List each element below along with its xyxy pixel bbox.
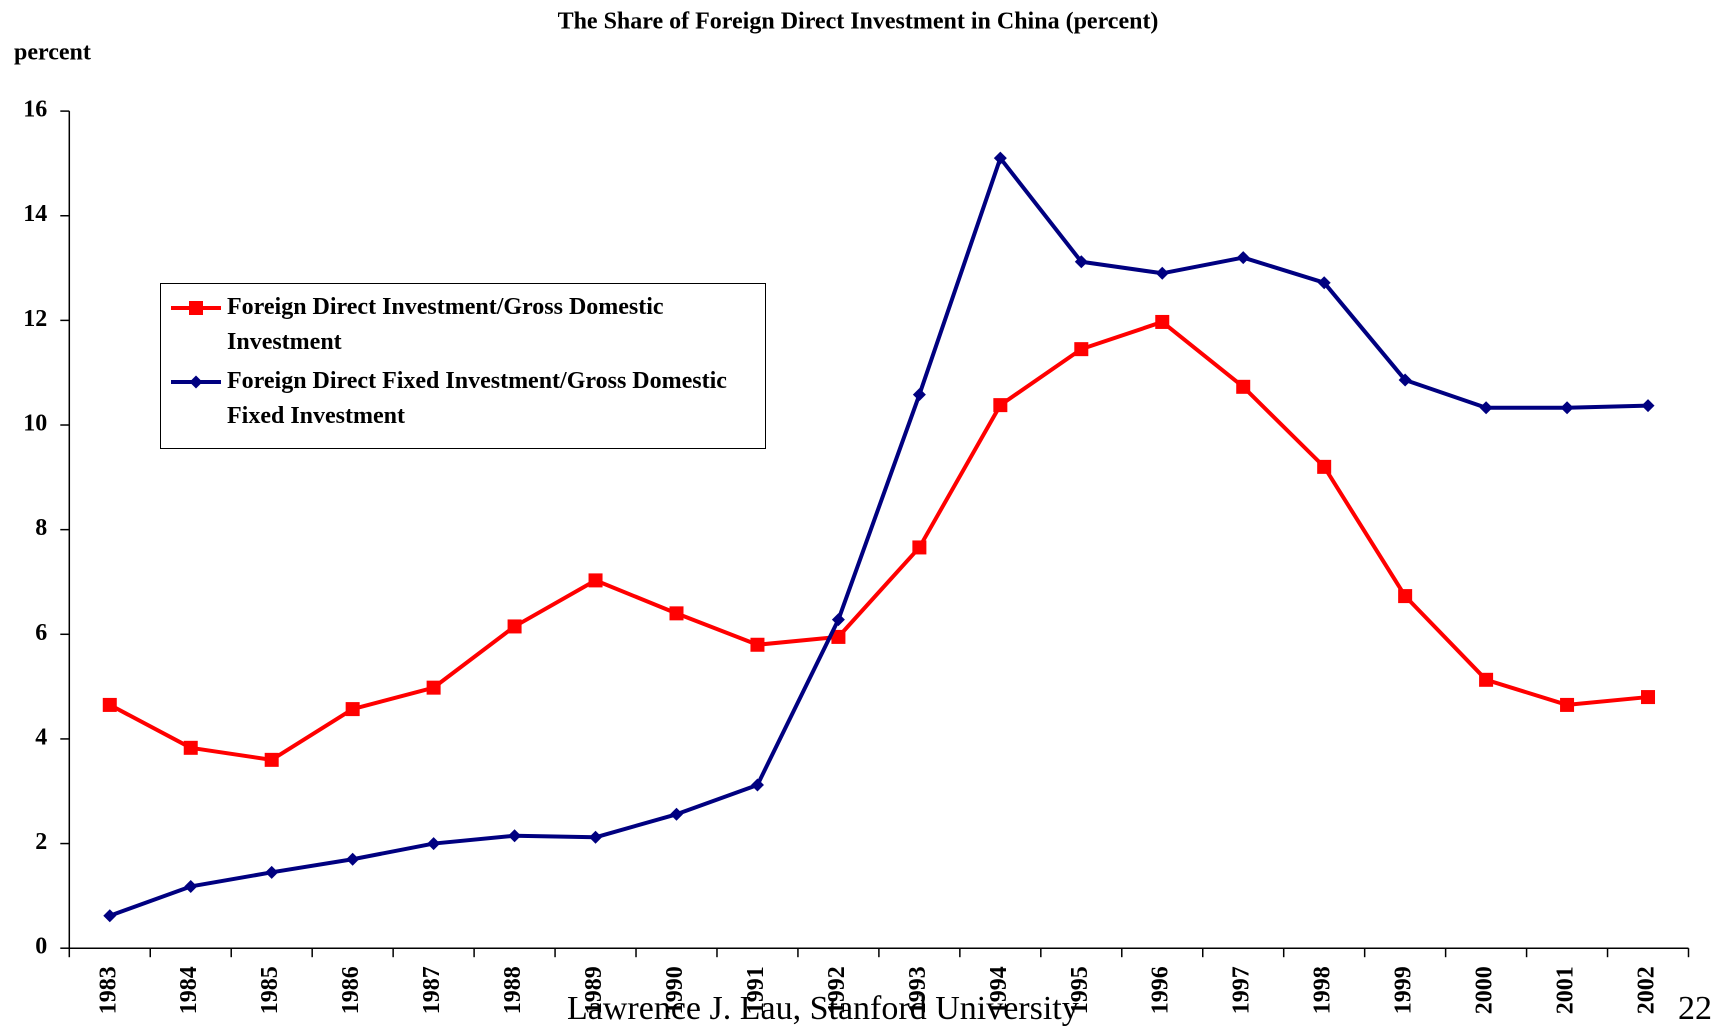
marker bbox=[1560, 401, 1574, 415]
x-tick-label: 2000 bbox=[1472, 966, 1498, 1014]
x-tick-label: 1999 bbox=[1391, 966, 1417, 1014]
marker bbox=[912, 388, 926, 402]
marker bbox=[1479, 672, 1494, 687]
marker bbox=[189, 301, 203, 315]
marker bbox=[670, 807, 683, 821]
marker bbox=[912, 540, 927, 555]
marker bbox=[1317, 459, 1332, 474]
x-tick-label: 2002 bbox=[1634, 966, 1660, 1014]
marker bbox=[750, 778, 764, 792]
y-axis-label: percent bbox=[14, 40, 91, 66]
marker bbox=[183, 740, 198, 755]
y-tick-label: 6 bbox=[35, 620, 47, 646]
marker bbox=[1236, 251, 1250, 265]
marker bbox=[264, 752, 279, 767]
x-tick-label: 1995 bbox=[1067, 966, 1093, 1014]
marker bbox=[589, 830, 603, 844]
marker bbox=[831, 613, 845, 627]
marker bbox=[1641, 690, 1656, 705]
footer: Lawrence J. Lau, Stanford University bbox=[567, 990, 1079, 1027]
marker bbox=[1074, 255, 1088, 269]
marker bbox=[345, 702, 360, 717]
marker bbox=[1398, 589, 1413, 604]
marker bbox=[588, 573, 603, 588]
marker bbox=[750, 637, 765, 652]
series-line bbox=[109, 156, 1649, 918]
legend-label: Foreign Direct Fixed Investment/Gross Do… bbox=[227, 368, 727, 429]
marker bbox=[189, 375, 203, 389]
legend-key bbox=[171, 301, 221, 315]
x-tick-label: 1997 bbox=[1229, 966, 1255, 1014]
marker bbox=[1641, 399, 1655, 413]
legend-key bbox=[171, 375, 221, 389]
x-tick-label: 1986 bbox=[338, 966, 364, 1014]
marker bbox=[1560, 697, 1575, 712]
marker bbox=[427, 837, 441, 851]
marker bbox=[508, 829, 522, 843]
y-tick-label: 12 bbox=[23, 306, 47, 332]
marker bbox=[1236, 379, 1251, 394]
x-tick-label: 1994 bbox=[986, 966, 1012, 1014]
y-tick-label: 0 bbox=[35, 934, 47, 960]
y-tick-label: 14 bbox=[23, 201, 47, 227]
page-number: 22 bbox=[1678, 990, 1712, 1027]
legend-label: Foreign Direct Investment/Gross Domestic… bbox=[227, 294, 664, 355]
marker bbox=[102, 697, 117, 712]
marker bbox=[1074, 342, 1089, 357]
chart-title: The Share of Foreign Direct Investment i… bbox=[558, 9, 1159, 35]
marker bbox=[669, 606, 684, 621]
marker bbox=[1398, 373, 1412, 387]
x-tick-label: 1983 bbox=[95, 966, 121, 1014]
x-tick-label: 2001 bbox=[1553, 966, 1579, 1014]
x-tick-label: 1996 bbox=[1148, 966, 1174, 1014]
x-tick-label: 1991 bbox=[743, 966, 769, 1014]
legend: Foreign Direct Investment/Gross Domestic… bbox=[160, 283, 766, 449]
x-tick-label: 1990 bbox=[662, 966, 688, 1014]
y-tick-label: 10 bbox=[23, 411, 47, 437]
x-tick-label: 1985 bbox=[257, 966, 283, 1014]
marker bbox=[1155, 314, 1170, 329]
marker bbox=[184, 879, 198, 893]
x-tick-label: 1998 bbox=[1310, 966, 1336, 1014]
x-tick-label: 1993 bbox=[905, 966, 931, 1014]
marker bbox=[1479, 401, 1493, 415]
marker bbox=[265, 865, 279, 879]
marker bbox=[426, 680, 441, 695]
y-tick-label: 2 bbox=[35, 829, 47, 855]
x-tick-label: 1989 bbox=[581, 966, 607, 1014]
marker bbox=[346, 852, 360, 866]
series-line bbox=[108, 319, 1649, 762]
y-tick-label: 4 bbox=[35, 724, 47, 750]
marker bbox=[1317, 276, 1331, 290]
x-tick-label: 1992 bbox=[824, 966, 850, 1014]
y-tick-label: 8 bbox=[35, 515, 47, 541]
marker bbox=[831, 629, 846, 644]
marker bbox=[1155, 266, 1169, 280]
x-tick-label: 1988 bbox=[500, 966, 526, 1014]
marker bbox=[103, 909, 117, 923]
marker bbox=[993, 398, 1008, 413]
y-tick-label: 16 bbox=[23, 97, 47, 123]
marker bbox=[993, 151, 1007, 165]
x-tick-label: 1984 bbox=[176, 966, 202, 1014]
x-tick-label: 1987 bbox=[419, 966, 445, 1014]
marker bbox=[507, 619, 522, 634]
